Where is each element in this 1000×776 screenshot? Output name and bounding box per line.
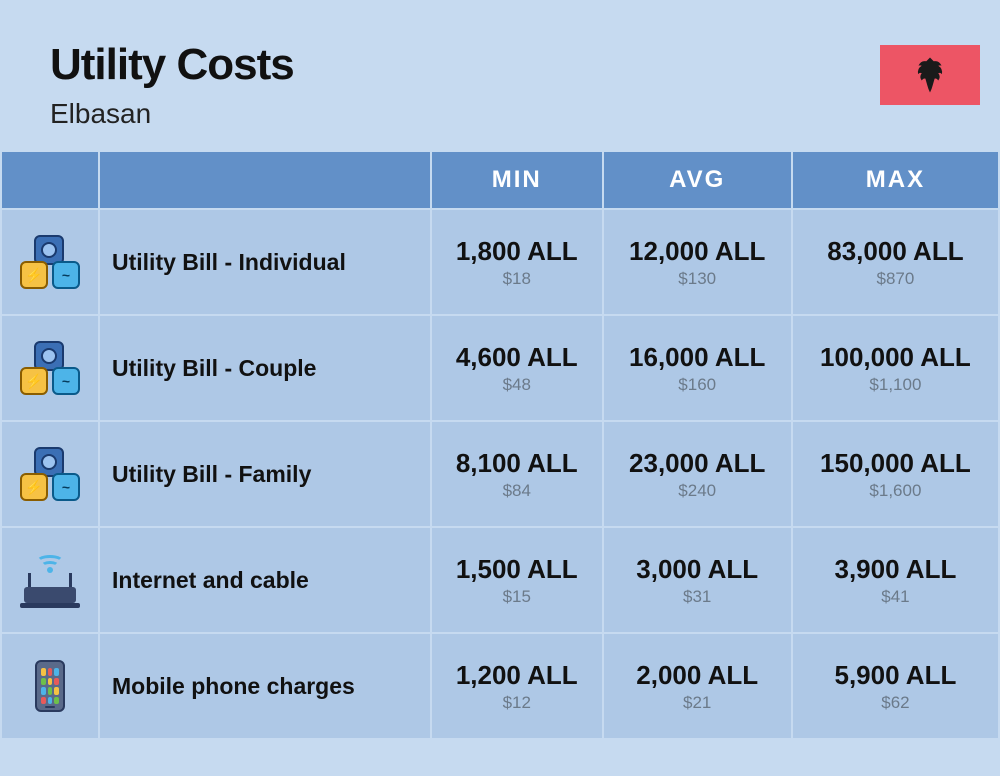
secondary-value: $21 [612, 693, 783, 713]
cost-table: MIN AVG MAX ⚡~Utility Bill - Individual1… [0, 150, 1000, 740]
secondary-value: $130 [612, 269, 783, 289]
cell-max: 100,000 ALL$1,100 [793, 316, 998, 420]
primary-value: 4,600 ALL [440, 342, 594, 373]
primary-value: 2,000 ALL [612, 660, 783, 691]
row-label: Utility Bill - Couple [100, 316, 430, 420]
cell-avg: 16,000 ALL$160 [604, 316, 791, 420]
col-max: MAX [793, 152, 998, 208]
table-row: ⚡~Utility Bill - Individual1,800 ALL$181… [2, 210, 998, 314]
cell-min: 1,500 ALL$15 [432, 528, 602, 632]
col-min: MIN [432, 152, 602, 208]
primary-value: 5,900 ALL [801, 660, 990, 691]
primary-value: 12,000 ALL [612, 236, 783, 267]
secondary-value: $15 [440, 587, 594, 607]
row-label: Utility Bill - Family [100, 422, 430, 526]
primary-value: 83,000 ALL [801, 236, 990, 267]
utility-cluster-icon: ⚡~ [20, 341, 80, 395]
primary-value: 1,200 ALL [440, 660, 594, 691]
col-avg: AVG [604, 152, 791, 208]
row-label: Internet and cable [100, 528, 430, 632]
cell-avg: 12,000 ALL$130 [604, 210, 791, 314]
utility-cluster-icon: ⚡~ [20, 447, 80, 501]
secondary-value: $240 [612, 481, 783, 501]
cell-avg: 23,000 ALL$240 [604, 422, 791, 526]
col-icon [2, 152, 98, 208]
row-icon-cell [2, 528, 98, 632]
row-icon-cell: ⚡~ [2, 422, 98, 526]
cell-min: 1,800 ALL$18 [432, 210, 602, 314]
secondary-value: $48 [440, 375, 594, 395]
primary-value: 150,000 ALL [801, 448, 990, 479]
secondary-value: $1,600 [801, 481, 990, 501]
row-label: Mobile phone charges [100, 634, 430, 738]
secondary-value: $84 [440, 481, 594, 501]
country-flag-icon [880, 45, 980, 105]
secondary-value: $870 [801, 269, 990, 289]
primary-value: 100,000 ALL [801, 342, 990, 373]
secondary-value: $41 [801, 587, 990, 607]
cell-avg: 3,000 ALL$31 [604, 528, 791, 632]
row-label: Utility Bill - Individual [100, 210, 430, 314]
row-icon-cell: ⚡~ [2, 316, 98, 420]
table-row: ⚡~Utility Bill - Family8,100 ALL$8423,00… [2, 422, 998, 526]
table-row: Mobile phone charges1,200 ALL$122,000 AL… [2, 634, 998, 738]
table-header-row: MIN AVG MAX [2, 152, 998, 208]
secondary-value: $31 [612, 587, 783, 607]
cell-min: 1,200 ALL$12 [432, 634, 602, 738]
primary-value: 3,900 ALL [801, 554, 990, 585]
cell-avg: 2,000 ALL$21 [604, 634, 791, 738]
cell-min: 4,600 ALL$48 [432, 316, 602, 420]
page-title: Utility Costs [50, 40, 950, 90]
table-row: Internet and cable1,500 ALL$153,000 ALL$… [2, 528, 998, 632]
cell-max: 3,900 ALL$41 [793, 528, 998, 632]
secondary-value: $18 [440, 269, 594, 289]
router-icon [20, 557, 80, 603]
col-label [100, 152, 430, 208]
secondary-value: $1,100 [801, 375, 990, 395]
phone-icon [35, 660, 65, 712]
page-subtitle: Elbasan [50, 98, 950, 130]
primary-value: 1,500 ALL [440, 554, 594, 585]
primary-value: 8,100 ALL [440, 448, 594, 479]
cell-max: 83,000 ALL$870 [793, 210, 998, 314]
row-icon-cell: ⚡~ [2, 210, 98, 314]
table-row: ⚡~Utility Bill - Couple4,600 ALL$4816,00… [2, 316, 998, 420]
primary-value: 23,000 ALL [612, 448, 783, 479]
primary-value: 1,800 ALL [440, 236, 594, 267]
primary-value: 3,000 ALL [612, 554, 783, 585]
utility-cluster-icon: ⚡~ [20, 235, 80, 289]
secondary-value: $62 [801, 693, 990, 713]
secondary-value: $12 [440, 693, 594, 713]
cell-max: 150,000 ALL$1,600 [793, 422, 998, 526]
primary-value: 16,000 ALL [612, 342, 783, 373]
header: Utility Costs Elbasan [0, 0, 1000, 150]
cell-max: 5,900 ALL$62 [793, 634, 998, 738]
secondary-value: $160 [612, 375, 783, 395]
row-icon-cell [2, 634, 98, 738]
cell-min: 8,100 ALL$84 [432, 422, 602, 526]
